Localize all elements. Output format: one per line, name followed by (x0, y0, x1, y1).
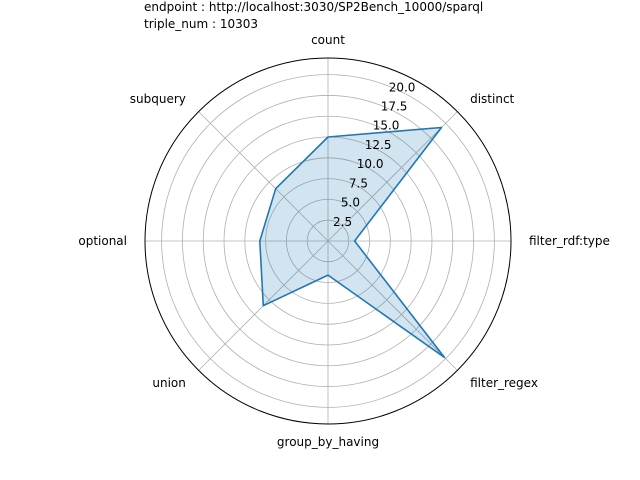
category-label-group-by-having: group_by_having (277, 435, 379, 449)
r-tick-label: 20.0 (389, 80, 416, 94)
grid-spoke (327, 240, 458, 371)
category-label-filter-rdf-type: filter_rdf:type (529, 234, 610, 248)
outer-ring (144, 57, 512, 425)
series-layer (258, 126, 446, 359)
series-line (258, 126, 446, 359)
r-tick-label: 5.0 (341, 196, 360, 210)
r-tick-label: 15.0 (373, 119, 400, 133)
grid-spoke (327, 111, 458, 242)
category-label-subquery: subquery (130, 92, 186, 106)
category-labels: count distinct filter_rdf:type filter_regex… (78, 33, 610, 449)
category-label-distinct: distinct (470, 92, 514, 106)
series-area (259, 127, 445, 358)
r-tick-label: 12.5 (365, 138, 392, 152)
category-label-union: union (152, 376, 186, 390)
r-tick-label: 10.0 (357, 157, 384, 171)
r-tick-label: 2.5 (333, 215, 352, 229)
category-label-count: count (311, 33, 345, 47)
r-tick-label: 17.5 (381, 100, 408, 114)
grid-spoke (198, 111, 329, 242)
category-label-optional: optional (78, 234, 127, 248)
r-tick-label: 7.5 (349, 176, 368, 190)
title-line-endpoint: endpoint : http://localhost:3030/SP2Benc… (144, 0, 483, 14)
chart-title: endpoint : http://localhost:3030/SP2Benc… (144, 0, 483, 31)
radial-tick-labels: 2.5 5.0 7.5 10.0 12.5 15.0 17.5 20.0 (333, 80, 415, 229)
polar-grid (144, 57, 512, 425)
title-line-triple-num: triple_num : 10303 (144, 17, 258, 31)
category-label-filter-regex: filter_regex (470, 376, 538, 390)
